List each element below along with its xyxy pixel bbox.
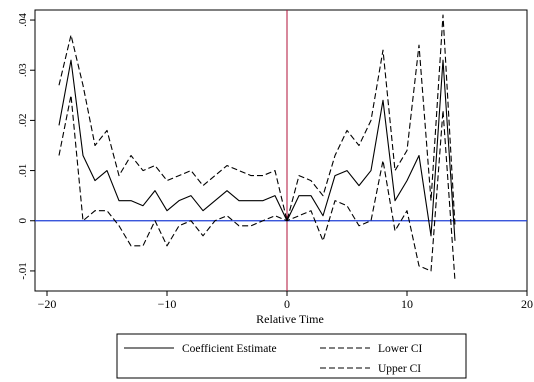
legend-box [116,333,467,379]
y-tick-label: .01 [17,164,29,178]
series-lines [58,14,456,282]
x-tick-label: 0 [284,297,290,311]
x-axis: −20 −10 0 10 20 [38,291,533,311]
series-line-lower-ci [58,94,456,282]
y-tick-label: -.01 [17,262,29,279]
y-axis: -.01 0 .01 .02 .03 .04 [17,13,35,280]
y-tick-label: .04 [17,13,29,27]
legend-label-lower-ci: Lower CI [378,343,423,355]
y-tick-label: .03 [17,63,29,77]
x-tick-label: −10 [158,297,177,311]
legend-label-upper-ci: Upper CI [378,363,421,375]
x-tick-label: 10 [401,297,413,311]
series-line-coefficient-estimate [58,59,456,241]
y-tick-label: 0 [17,218,29,224]
x-tick-label: 20 [521,297,533,311]
series-line-upper-ci [58,14,456,226]
plot-frame [34,9,528,292]
y-tick-label: .02 [17,114,29,128]
reference-lines [35,10,527,291]
legend: Coefficient Estimate Lower CI Upper CI [116,333,467,379]
x-axis-label: Relative Time [256,312,324,326]
legend-label-coefficient-estimate: Coefficient Estimate [182,343,277,355]
x-tick-label: −20 [38,297,57,311]
